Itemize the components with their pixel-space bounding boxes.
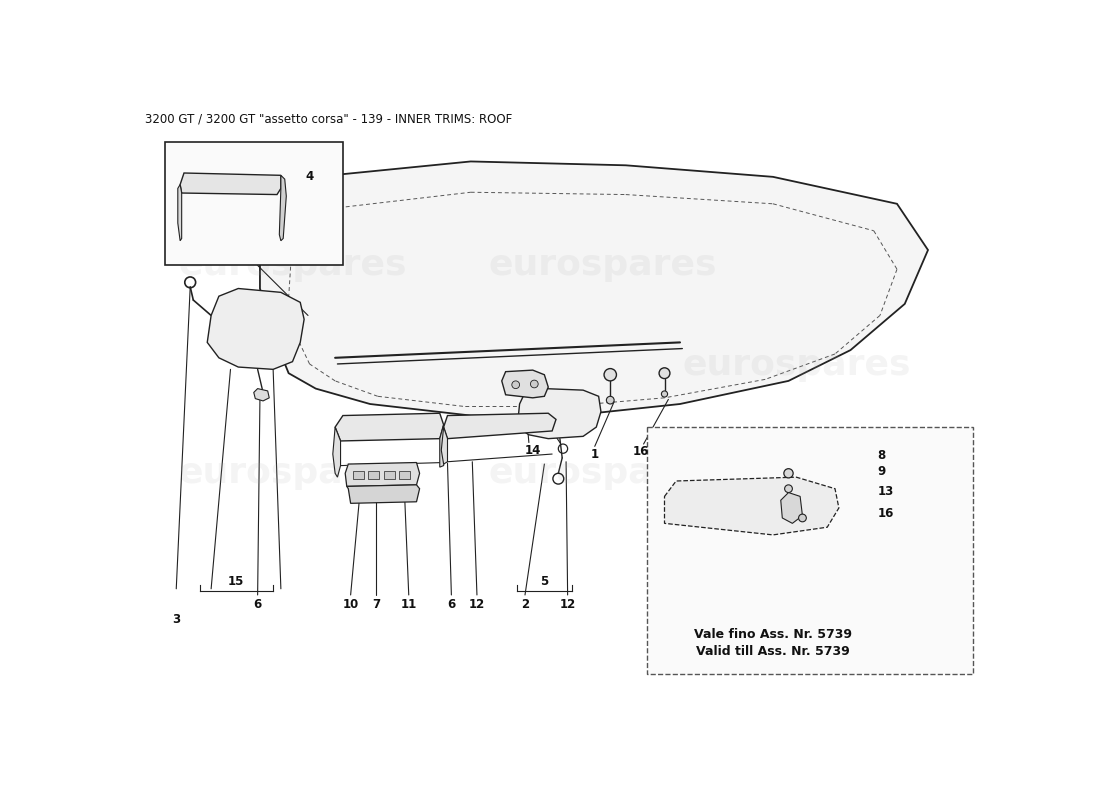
Text: 6: 6 xyxy=(253,598,262,610)
Circle shape xyxy=(661,391,668,397)
Text: 16: 16 xyxy=(634,446,649,458)
Text: 12: 12 xyxy=(560,598,575,610)
Polygon shape xyxy=(517,389,601,438)
Circle shape xyxy=(604,369,616,381)
Polygon shape xyxy=(781,493,803,523)
Text: eurospares: eurospares xyxy=(682,349,911,382)
Text: 6: 6 xyxy=(448,598,455,610)
Bar xyxy=(353,471,364,478)
Bar xyxy=(648,427,974,674)
Polygon shape xyxy=(336,414,443,441)
Text: eurospares: eurospares xyxy=(488,248,717,282)
Circle shape xyxy=(606,396,614,404)
Polygon shape xyxy=(207,289,304,370)
Text: 12: 12 xyxy=(469,598,485,610)
Text: 15: 15 xyxy=(228,574,244,587)
Bar xyxy=(165,142,343,266)
Text: 16: 16 xyxy=(878,507,894,520)
Bar xyxy=(384,471,395,478)
Text: eurospares: eurospares xyxy=(178,248,407,282)
Text: 3: 3 xyxy=(173,613,180,626)
Circle shape xyxy=(799,514,806,522)
Bar xyxy=(368,471,379,478)
Polygon shape xyxy=(440,425,446,467)
Text: eurospares: eurospares xyxy=(178,456,407,490)
Polygon shape xyxy=(345,462,419,486)
Text: 13: 13 xyxy=(878,486,894,498)
Text: 10: 10 xyxy=(342,598,359,610)
Polygon shape xyxy=(178,185,182,241)
Polygon shape xyxy=(279,175,286,241)
Polygon shape xyxy=(254,389,270,401)
Polygon shape xyxy=(441,427,448,464)
Polygon shape xyxy=(664,477,839,535)
Circle shape xyxy=(784,485,792,493)
Polygon shape xyxy=(346,485,419,503)
Text: 3200 GT / 3200 GT "assetto corsa" - 139 - INNER TRIMS: ROOF: 3200 GT / 3200 GT "assetto corsa" - 139 … xyxy=(145,113,513,126)
Text: 8: 8 xyxy=(878,449,886,462)
Polygon shape xyxy=(180,173,280,194)
Text: 9: 9 xyxy=(878,466,886,478)
Text: 5: 5 xyxy=(540,574,549,587)
Text: 11: 11 xyxy=(400,598,417,610)
Bar xyxy=(399,471,410,478)
Text: 1: 1 xyxy=(591,447,598,461)
Text: Vale fino Ass. Nr. 5739: Vale fino Ass. Nr. 5739 xyxy=(694,629,852,642)
Circle shape xyxy=(659,368,670,378)
Text: 7: 7 xyxy=(372,598,381,610)
Polygon shape xyxy=(260,162,928,415)
Circle shape xyxy=(530,380,538,388)
Text: 14: 14 xyxy=(525,444,541,457)
Polygon shape xyxy=(333,427,341,477)
Polygon shape xyxy=(502,370,548,398)
Circle shape xyxy=(784,469,793,478)
Polygon shape xyxy=(443,414,556,438)
Text: eurospares: eurospares xyxy=(488,456,717,490)
Text: Valid till Ass. Nr. 5739: Valid till Ass. Nr. 5739 xyxy=(696,646,850,658)
Circle shape xyxy=(512,381,519,389)
Text: 2: 2 xyxy=(521,598,529,610)
Text: 4: 4 xyxy=(306,170,313,182)
